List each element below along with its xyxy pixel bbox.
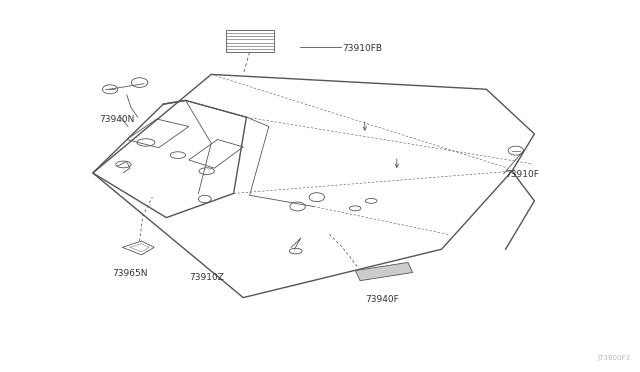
- Text: 73940F: 73940F: [365, 295, 399, 304]
- Polygon shape: [355, 262, 413, 281]
- Text: J73800F3: J73800F3: [597, 355, 630, 361]
- Text: 73910FB: 73910FB: [342, 44, 383, 53]
- Text: 73910Z: 73910Z: [189, 273, 223, 282]
- Text: 73965N: 73965N: [112, 269, 147, 278]
- Text: 73910F: 73910F: [506, 170, 540, 179]
- Text: 73940N: 73940N: [99, 115, 134, 124]
